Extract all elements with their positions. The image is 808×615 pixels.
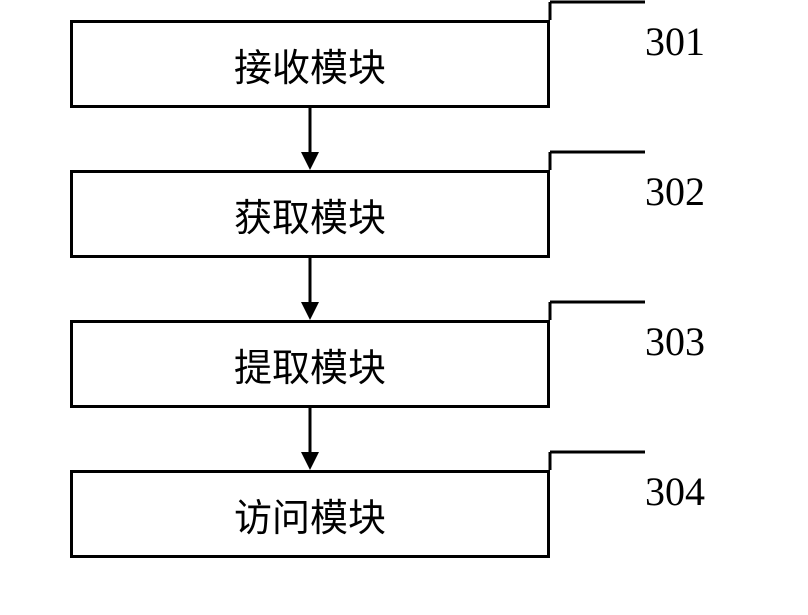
callout-label: 301	[645, 18, 705, 65]
flow-node-label: 访问模块	[234, 487, 386, 542]
flow-node: 获取模块	[70, 170, 550, 258]
flow-node-label: 提取模块	[234, 337, 386, 392]
callout-label: 304	[645, 468, 705, 515]
flow-node-label: 获取模块	[234, 187, 386, 242]
flow-node: 访问模块	[70, 470, 550, 558]
flow-node: 接收模块	[70, 20, 550, 108]
flow-node-label: 接收模块	[234, 37, 386, 92]
callout-label: 303	[645, 318, 705, 365]
diagram-canvas: 接收模块 获取模块 提取模块 访问模块 301 302 303 304	[0, 0, 808, 615]
flow-node: 提取模块	[70, 320, 550, 408]
callout-label: 302	[645, 168, 705, 215]
